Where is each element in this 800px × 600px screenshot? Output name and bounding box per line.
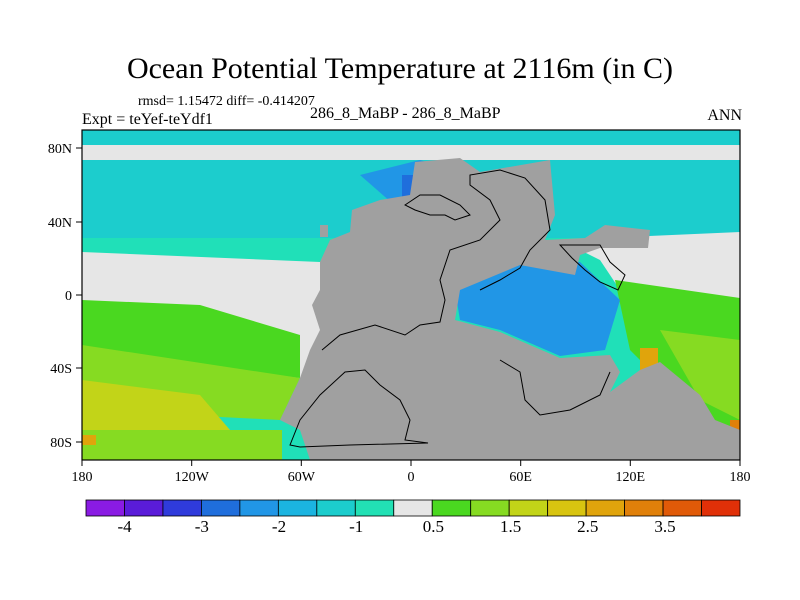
band-antarctic bbox=[82, 430, 282, 460]
colorbar-swatch bbox=[701, 499, 741, 517]
colorbar-label: 0.5 bbox=[423, 517, 444, 536]
season-label: ANN bbox=[707, 107, 742, 124]
y-tick-label: 40S bbox=[50, 362, 72, 377]
colorbar-swatch bbox=[662, 499, 702, 517]
colorbar bbox=[85, 499, 741, 517]
colorbar-label: -2 bbox=[272, 517, 286, 536]
colorbar-swatch bbox=[124, 499, 164, 517]
band-east-neutral bbox=[560, 232, 740, 300]
colorbar-swatch bbox=[201, 499, 241, 517]
colorbar-label: 1.5 bbox=[500, 517, 521, 536]
colorbar-swatch bbox=[277, 499, 318, 517]
coastline-south-outline bbox=[289, 369, 429, 448]
stats-label: rmsd= 1.15472 diff= -0.414207 bbox=[138, 94, 315, 109]
colorbar-swatch bbox=[470, 499, 510, 517]
tick-marks bbox=[76, 147, 741, 466]
colorbar-swatch bbox=[393, 499, 433, 517]
colorbar-label: -3 bbox=[195, 517, 209, 536]
land-mask bbox=[280, 158, 740, 460]
temperature-field bbox=[82, 130, 740, 460]
band-arctic bbox=[82, 130, 740, 148]
x-tick-label: 180 bbox=[730, 470, 751, 485]
y-tick-label: 40N bbox=[48, 216, 72, 231]
warm-patch-east bbox=[640, 348, 658, 370]
colorbar-label: 3.5 bbox=[654, 517, 675, 536]
colorbar-swatch bbox=[239, 499, 279, 517]
y-tick-label: 80N bbox=[48, 142, 72, 157]
x-tick-label: 60W bbox=[288, 470, 316, 485]
colorbar-swatch bbox=[431, 499, 472, 517]
x-tick-label: 0 bbox=[408, 470, 415, 485]
colorbar-swatch bbox=[162, 499, 202, 517]
comparison-label: 286_8_MaBP - 286_8_MaBP bbox=[310, 105, 501, 122]
colorbar-labels: -4 -3 -2 -1 0.5 1.5 2.5 3.5 bbox=[118, 517, 676, 536]
colorbar-label: -1 bbox=[349, 517, 363, 536]
band-north-high bbox=[82, 145, 740, 163]
cold-basin-south bbox=[455, 262, 620, 356]
colorbar-swatch bbox=[354, 499, 395, 517]
colorbar-swatch bbox=[585, 499, 625, 517]
x-tick-label: 120W bbox=[175, 470, 210, 485]
coastline-southeast-outline bbox=[499, 359, 611, 416]
experiment-label: Expt = teYef-teYdf1 bbox=[82, 111, 213, 128]
warm-patch-sw bbox=[82, 435, 96, 445]
plot-title: Ocean Potential Temperature at 2116m (in… bbox=[126, 52, 674, 85]
band-east-mid bbox=[660, 330, 740, 420]
coastline-outline bbox=[321, 169, 626, 351]
colorbar-swatch bbox=[547, 499, 587, 517]
colorbar-swatch bbox=[624, 499, 664, 517]
band-south-warm bbox=[82, 380, 230, 440]
colorbar-label: 2.5 bbox=[577, 517, 598, 536]
colorbar-swatch bbox=[85, 499, 125, 517]
island bbox=[320, 225, 328, 237]
colorbar-label: -4 bbox=[118, 517, 133, 536]
x-tick-label: 180 bbox=[72, 470, 93, 485]
y-tick-label: 80S bbox=[50, 436, 72, 451]
colorbar-swatch bbox=[508, 499, 549, 517]
x-tick-label: 120E bbox=[616, 470, 646, 485]
y-tick-label: 0 bbox=[65, 289, 72, 304]
colorbar-swatch bbox=[316, 499, 356, 517]
band-south-subtropic bbox=[82, 300, 300, 378]
x-tick-label: 60E bbox=[509, 470, 532, 485]
